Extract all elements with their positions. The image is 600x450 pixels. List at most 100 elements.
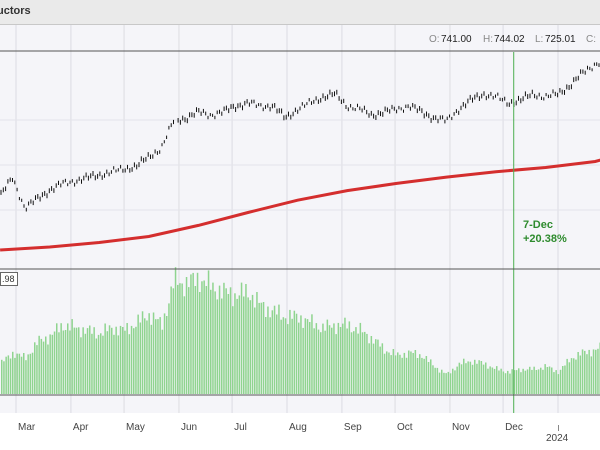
volume-bar <box>331 327 333 394</box>
volume-bar <box>196 272 199 394</box>
volume-bar <box>45 336 47 394</box>
volume-bar <box>227 294 230 394</box>
volume-bar <box>568 362 571 394</box>
volume-bar <box>135 326 137 394</box>
volume-bar <box>425 356 428 394</box>
volume-bar <box>366 333 368 394</box>
volume-bar <box>370 336 373 394</box>
volume-bar <box>368 343 370 394</box>
volume-bar <box>595 349 597 394</box>
volume-bar <box>555 370 557 394</box>
volume-bar <box>18 353 21 394</box>
volume-bar <box>397 352 399 394</box>
gridlines <box>0 24 600 413</box>
chart-title: uctors <box>0 5 31 17</box>
volume-bar <box>119 325 122 394</box>
volume-bar <box>295 313 298 394</box>
volume-bar <box>291 318 293 394</box>
volume-bar <box>144 318 146 394</box>
volume-bar <box>361 332 364 394</box>
volume-bar <box>401 357 403 394</box>
volume-bar <box>346 328 348 394</box>
volume-bar <box>313 328 315 394</box>
volume-bar <box>214 291 216 394</box>
volume-bar <box>5 356 7 394</box>
volume-bar <box>210 289 212 394</box>
annotation-change: +20.38% <box>523 233 567 245</box>
volume-bar <box>392 349 395 394</box>
volume-bar <box>309 322 311 394</box>
volume-bar <box>465 363 467 394</box>
volume-bar <box>546 367 549 394</box>
volume-bar <box>1 359 3 394</box>
volume-bar <box>3 361 5 394</box>
volume-bar <box>342 323 344 394</box>
volume-bar <box>40 338 43 394</box>
volume-bar <box>89 325 91 394</box>
volume-bar <box>106 331 109 394</box>
volume-bar <box>256 292 258 394</box>
volume-bar <box>188 287 190 394</box>
volume-bar <box>317 329 320 394</box>
annotation-date: 7-Dec <box>523 219 553 231</box>
volume-bar <box>177 284 179 394</box>
volume-bar <box>194 286 197 394</box>
volume-bar <box>276 314 278 394</box>
volume-bar <box>436 367 439 394</box>
volume-bar <box>280 319 282 394</box>
volume-bar <box>75 327 78 394</box>
month-tick-label: Apr <box>72 422 89 433</box>
volume-bar <box>64 330 67 394</box>
volume-bar <box>170 286 172 394</box>
volume-bar <box>507 370 509 394</box>
volume-bar <box>359 322 362 394</box>
volume-bar <box>240 282 243 394</box>
volume-bar <box>20 356 23 394</box>
volume-bar <box>535 370 538 394</box>
volume-bar <box>335 334 337 394</box>
volume-bar <box>137 314 139 394</box>
volume-bar <box>423 358 425 394</box>
volume-bar <box>212 282 214 394</box>
volume-bar <box>249 300 252 394</box>
high-label: H: <box>483 34 493 45</box>
volume-bar <box>592 349 595 394</box>
volume-bar <box>157 319 159 394</box>
volume-bar <box>203 280 205 394</box>
volume-bar <box>36 345 38 394</box>
month-tick-label: Jul <box>234 422 247 433</box>
volume-bar <box>161 329 164 394</box>
volume-bar <box>69 330 71 394</box>
volume-bar <box>133 328 135 394</box>
volume-bar <box>430 359 432 394</box>
month-tick-label: Mar <box>18 422 36 433</box>
volume-bar <box>344 317 346 394</box>
volume-bar <box>441 369 443 394</box>
volume-bar <box>62 330 65 394</box>
volume-bar <box>58 332 60 394</box>
volume-bar <box>254 307 256 394</box>
volume-bar <box>236 298 238 394</box>
volume-bar <box>91 333 93 394</box>
volume-bar <box>38 335 40 394</box>
year-tick-label: 2024 <box>546 433 569 444</box>
volume-bar <box>434 367 436 394</box>
volume-bar <box>408 350 410 394</box>
volume-bar <box>326 319 329 394</box>
volume-bar <box>399 354 401 394</box>
volume-bar <box>491 367 494 394</box>
volume-bar <box>445 373 447 394</box>
volume-bar <box>394 355 397 394</box>
month-tick-label: May <box>126 422 145 433</box>
volume-bar <box>16 353 18 394</box>
volume-bar <box>386 351 388 394</box>
volume-bar <box>155 319 157 394</box>
volume-bar <box>12 351 14 394</box>
volume-bar <box>482 364 485 394</box>
volume-bar <box>588 349 590 394</box>
volume-bar <box>405 357 408 394</box>
volume-bar <box>262 302 265 394</box>
volume-bar <box>174 267 177 394</box>
volume-bar <box>540 367 542 394</box>
volume-bar <box>537 369 540 394</box>
